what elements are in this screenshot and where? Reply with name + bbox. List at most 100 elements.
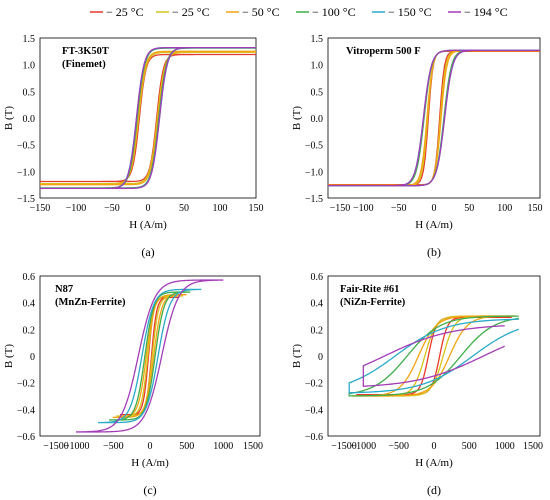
chart-panel-a: 1.5 1.0 0.5 0.0 −0.5 −1.0 −1.5 −150 −100…: [3, 34, 264, 259]
material-annotation: (NiZn-Ferrite): [340, 297, 406, 308]
x-axis-label: H (A/m): [415, 457, 453, 469]
x-tick-label: 0: [148, 441, 153, 452]
x-tick-label: 1000: [213, 441, 233, 452]
y-tick-label: −0.5: [17, 141, 35, 152]
x-tick-labels: −150 −100 −50 0 50 100 150: [330, 203, 543, 214]
x-tick-label: 50: [179, 203, 189, 214]
y-tick-label: 0: [318, 352, 323, 363]
y-tick-label: 0: [30, 352, 35, 363]
chart-panel-c: 0.6 0.4 0.2 0 −0.2 −0.4 −0.6 −1500 −1000…: [3, 272, 263, 497]
x-tick-label: 100: [213, 203, 228, 214]
legend-entry: − 50 °C: [226, 5, 280, 19]
x-tick-label: −1000: [64, 441, 90, 452]
plot-frame: [39, 37, 257, 199]
y-tick-label: −0.2: [305, 379, 323, 390]
hysteresis-curves: [348, 315, 520, 397]
chart-panel-d: 0.6 0.4 0.2 0 −0.2 −0.4 −0.6 −1500 −1000…: [291, 272, 543, 497]
y-tick-label: 1.5: [311, 34, 324, 45]
panel-label: (a): [141, 245, 154, 259]
x-tick-label: 0: [146, 203, 151, 214]
legend-label: − 100 °C: [312, 5, 356, 19]
x-tick-label: 500: [462, 441, 477, 452]
x-axis-label: H (A/m): [415, 219, 453, 231]
x-tick-label: −1500: [43, 441, 69, 452]
x-tick-label: −50: [104, 203, 120, 214]
y-tick-labels: 0.6 0.4 0.2 0 −0.2 −0.4 −0.6: [17, 272, 35, 443]
material-annotation: Vitroperm 500 F: [346, 46, 421, 57]
x-tick-label: 0: [432, 203, 437, 214]
y-axis-label: B (T): [291, 106, 303, 130]
legend-entry: − 25 °C: [90, 5, 144, 19]
hysteresis-loop: [40, 53, 256, 183]
hysteresis-loop: [40, 50, 256, 186]
y-tick-label: −0.4: [17, 405, 35, 416]
y-axis-label: B (T): [291, 344, 303, 368]
legend-label: − 150 °C: [388, 5, 432, 19]
x-tick-label: 0: [432, 441, 437, 452]
x-tick-label: 1500: [243, 441, 263, 452]
y-tick-label: 0.0: [23, 114, 36, 125]
x-tick-label: −150: [330, 203, 351, 214]
legend-entry: − 150 °C: [372, 5, 432, 19]
y-tick-label: −1.0: [17, 167, 35, 178]
hysteresis-loop: [348, 318, 520, 394]
y-tick-label: 0.4: [23, 299, 36, 310]
x-tick-label: −150: [30, 203, 51, 214]
x-tick-label: −1000: [350, 441, 376, 452]
hysteresis-curves: [76, 279, 224, 433]
panel-label: (c): [143, 483, 156, 497]
x-tick-label: −500: [103, 441, 124, 452]
y-tick-label: 0.0: [311, 114, 324, 125]
material-annotation: N87: [55, 284, 73, 295]
hysteresis-loop: [76, 279, 224, 433]
hysteresis-loop: [328, 49, 540, 187]
y-tick-label: −0.4: [305, 405, 323, 416]
x-tick-labels: −1500 −1000 −500 0 500 1000 1500: [331, 441, 543, 452]
hysteresis-loop: [362, 325, 505, 387]
legend-label: − 25 °C: [106, 5, 144, 19]
material-annotation: Fair-Rite #61: [340, 284, 399, 295]
y-tick-label: 0.2: [23, 325, 36, 336]
hysteresis-loop: [328, 50, 540, 186]
x-tick-label: 1000: [495, 441, 515, 452]
plot-frame: [327, 275, 541, 437]
hysteresis-curves: [328, 49, 540, 187]
y-tick-label: −1.5: [305, 194, 323, 205]
hysteresis-loop: [328, 50, 540, 186]
x-tick-labels: −1500 −1000 −500 0 500 1000 1500: [43, 441, 263, 452]
material-annotation: FT-3K50T: [62, 46, 109, 57]
legend-entry: − 100 °C: [296, 5, 356, 19]
y-tick-label: 1.5: [23, 34, 36, 45]
y-tick-labels: 1.5 1.0 0.5 0.0 −0.5 −1.0 −1.5: [305, 34, 323, 205]
legend-label: − 50 °C: [242, 5, 280, 19]
hysteresis-loop: [112, 294, 187, 418]
legend: − 25 °C − 25 °C − 50 °C − 100 °C − 150 °…: [90, 5, 508, 19]
y-tick-label: 0.4: [311, 299, 324, 310]
y-tick-label: 0.6: [23, 272, 36, 283]
material-annotation: (MnZn-Ferrite): [55, 297, 126, 308]
legend-entry: − 194 °C: [448, 5, 508, 19]
hysteresis-curves: [40, 46, 256, 190]
y-tick-labels: 1.5 1.0 0.5 0.0 −0.5 −1.0 −1.5: [17, 34, 35, 205]
panel-label: (b): [427, 245, 441, 259]
x-tick-label: −1500: [331, 441, 357, 452]
y-tick-label: 0.2: [311, 325, 324, 336]
hysteresis-loop: [348, 315, 519, 397]
x-tick-labels: −150 −100 −50 0 50 100 150: [30, 203, 264, 214]
panel-label: (d): [427, 483, 441, 497]
y-tick-label: 1.0: [23, 61, 36, 72]
y-tick-label: −1.5: [17, 194, 35, 205]
material-annotation: (Finemet): [62, 59, 106, 70]
legend-label: − 25 °C: [172, 5, 210, 19]
hysteresis-loop: [109, 291, 191, 421]
legend-entry: − 25 °C: [156, 5, 210, 19]
x-tick-label: −100: [353, 203, 374, 214]
y-tick-labels: 0.6 0.4 0.2 0 −0.2 −0.4 −0.6: [305, 272, 323, 443]
x-tick-label: 1500: [523, 441, 543, 452]
y-axis-label: B (T): [3, 344, 15, 368]
hysteresis-loop: [328, 49, 540, 187]
y-tick-label: −0.2: [17, 379, 35, 390]
x-tick-label: 150: [528, 203, 543, 214]
x-axis-label: H (A/m): [131, 457, 169, 469]
